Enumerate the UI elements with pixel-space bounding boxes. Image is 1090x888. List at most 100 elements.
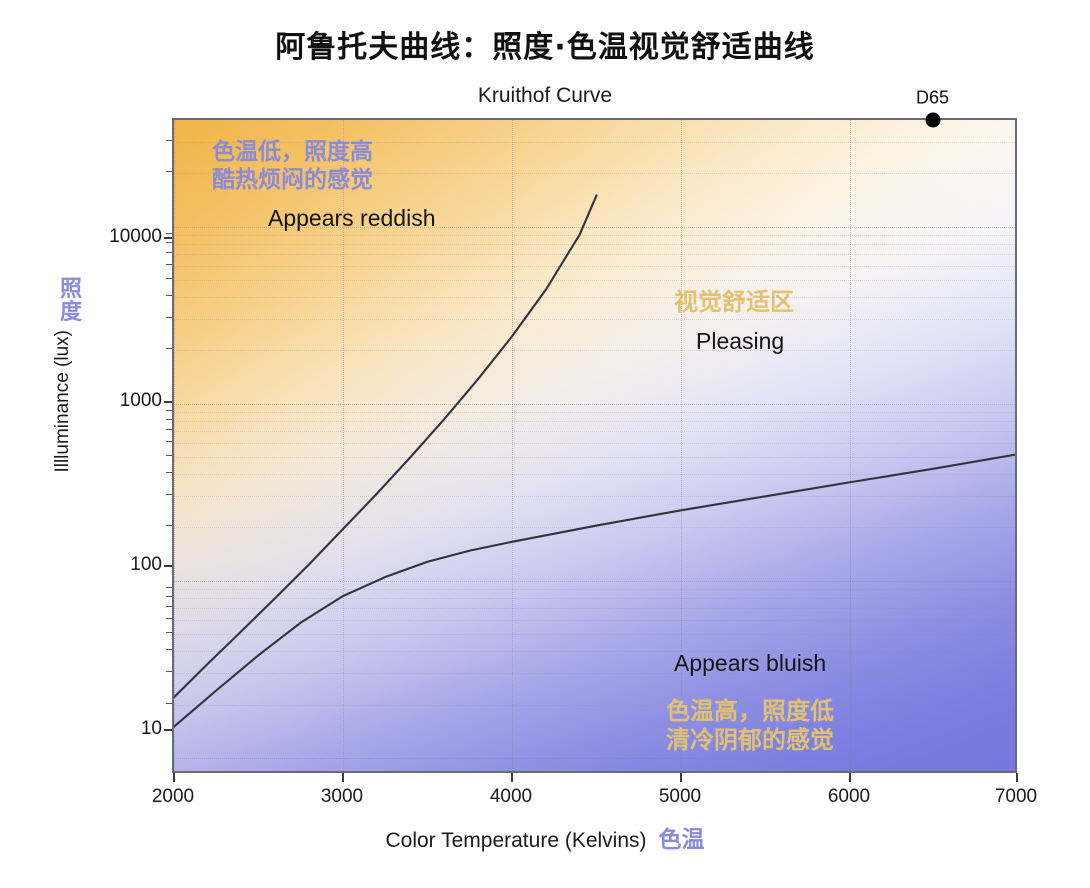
lower-boundary-curve [174, 453, 1015, 728]
grid-line-horizontal-minor [174, 234, 1015, 236]
grid-line-horizontal-minor [174, 279, 1015, 281]
y-tick-minor [166, 295, 173, 297]
x-tick-mark [342, 773, 344, 782]
grid-line-horizontal-minor [174, 297, 1015, 299]
y-tick-minor [166, 595, 173, 597]
y-tick-minor [166, 632, 173, 634]
grid-line-horizontal-minor [174, 597, 1015, 599]
annotation-reddish-cn: 色温低，照度高 酷热烦闷的感觉 [212, 138, 373, 194]
grid-line-horizontal-minor [174, 265, 1015, 267]
grid-line-horizontal-minor [174, 673, 1015, 675]
grid-line-horizontal-minor [174, 496, 1015, 498]
grid-line-horizontal-minor [174, 173, 1015, 175]
grid-line-horizontal-minor [174, 254, 1015, 256]
y-tick-major [164, 401, 174, 403]
x-axis-title-group: Color Temperature (Kelvins) 色温 [0, 820, 1090, 854]
x-tick-label-7000: 7000 [994, 786, 1038, 807]
grid-line-horizontal-minor [174, 350, 1015, 352]
annotation-bluish-cn: 色温高，照度低 清冷阴郁的感觉 [666, 697, 834, 756]
grid-line-horizontal-major [174, 403, 1015, 405]
y-tick-minor [166, 472, 173, 474]
y-tick-minor [166, 671, 173, 673]
y-tick-minor [166, 429, 173, 431]
y-tick-minor [166, 252, 173, 254]
annotation-bluish-cn-line2: 清冷阴郁的感觉 [666, 726, 834, 755]
x-axis-title: Color Temperature (Kelvins) [385, 829, 647, 852]
y-axis-title-cn: 照度 [59, 277, 82, 326]
grid-line-horizontal-major [174, 757, 1015, 759]
x-tick-mark [849, 773, 851, 782]
annotation-reddish-cn-line2: 酷热烦闷的感觉 [212, 167, 373, 194]
y-tick-label-100: 100 [130, 554, 162, 575]
y-tick-minor [166, 494, 173, 496]
y-tick-minor [166, 277, 173, 279]
grid-line-horizontal-minor [174, 704, 1015, 706]
d65-marker-label: D65 [915, 87, 950, 108]
y-tick-minor [166, 649, 173, 651]
y-tick-minor [166, 618, 173, 620]
grid-line-horizontal-major [174, 580, 1015, 582]
grid-line-horizontal-minor [174, 651, 1015, 653]
y-tick-minor [166, 140, 173, 142]
grid-line-horizontal-minor [174, 411, 1015, 413]
grid-line-horizontal-minor [174, 456, 1015, 458]
y-tick-major [164, 729, 174, 731]
y-tick-major [164, 237, 174, 239]
y-tick-minor [166, 418, 173, 420]
y-tick-major [164, 565, 174, 567]
y-tick-minor [166, 409, 173, 411]
grid-line-vertical [512, 120, 513, 771]
grid-line-horizontal-minor [174, 442, 1015, 444]
x-tick-mark [1016, 773, 1018, 782]
grid-line-vertical [174, 120, 175, 771]
annotation-pleasing-cn: 视觉舒适区 [674, 288, 794, 316]
y-tick-minor [166, 440, 173, 442]
x-tick-mark [173, 773, 175, 782]
grid-line-horizontal-minor [174, 142, 1015, 144]
grid-line-horizontal-minor [174, 588, 1015, 590]
grid-line-vertical [850, 120, 851, 771]
x-tick-label-2000: 2000 [151, 786, 195, 807]
x-tick-label-4000: 4000 [489, 786, 533, 807]
y-tick-minor [166, 171, 173, 173]
chart-title: Kruithof Curve [477, 84, 613, 107]
y-tick-label-10000: 10000 [109, 226, 162, 247]
y-tick-minor [166, 454, 173, 456]
d65-marker-dot [925, 112, 940, 128]
y-tick-minor [166, 586, 173, 588]
y-tick-minor [166, 241, 173, 243]
y-tick-minor [166, 348, 173, 350]
grid-line-horizontal-major [174, 226, 1015, 228]
grid-line-horizontal-minor [174, 420, 1015, 422]
grid-line-horizontal-minor [174, 527, 1015, 529]
y-tick-label-1000: 1000 [119, 390, 162, 411]
grid-line-horizontal-minor [174, 608, 1015, 610]
grid-line-horizontal-minor [174, 243, 1015, 245]
x-tick-mark [680, 773, 682, 782]
grid-line-horizontal-minor [174, 620, 1015, 622]
y-tick-minor [166, 232, 173, 234]
y-tick-minor [166, 702, 173, 704]
upper-boundary-curve [174, 194, 598, 699]
x-axis-title-cn: 色温 [658, 827, 705, 853]
grid-line-vertical [681, 120, 682, 771]
grid-line-horizontal-minor [174, 431, 1015, 433]
grid-line-horizontal-minor [174, 634, 1015, 636]
annotation-reddish-en: Appears reddish [268, 205, 436, 231]
x-tick-label-3000: 3000 [320, 786, 364, 807]
plot-area: 色温低，照度高 酷热烦闷的感觉 Appears reddish 视觉舒适区 Pl… [172, 118, 1017, 773]
y-tick-minor [166, 317, 173, 319]
main-title: 阿鲁托夫曲线：照度·色温视觉舒适曲线 [275, 30, 815, 65]
y-tick-minor [166, 606, 173, 608]
x-tick-mark [511, 773, 513, 782]
y-tick-label-10: 10 [140, 718, 162, 739]
x-tick-label-6000: 6000 [827, 786, 871, 807]
y-tick-minor [166, 525, 173, 527]
y-axis-title: Illluminance (lux) [52, 330, 73, 473]
annotation-bluish-cn-line1: 色温高，照度低 [666, 697, 834, 725]
y-tick-minor [166, 263, 173, 265]
grid-line-horizontal-minor [174, 319, 1015, 321]
grid-line-horizontal-minor [174, 474, 1015, 476]
grid-line-vertical [343, 120, 344, 771]
